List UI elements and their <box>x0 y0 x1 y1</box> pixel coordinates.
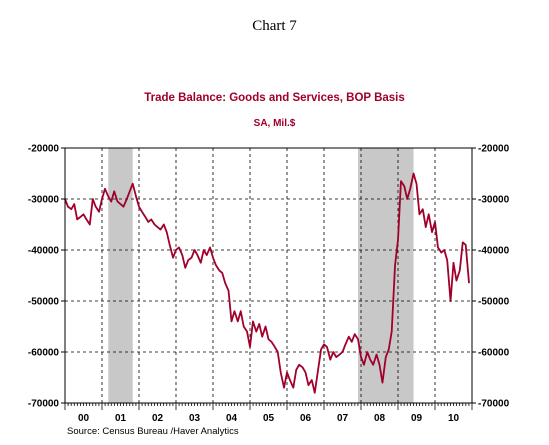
axis-ticks <box>61 147 476 410</box>
x-tick-label: 08 <box>374 413 386 424</box>
y-tick-label-right: -20000 <box>478 144 510 155</box>
page-title: Chart 7 <box>252 18 297 34</box>
chart-subtitle: SA, Mil.$ <box>253 118 296 129</box>
recession-band <box>358 148 414 403</box>
x-tick-label: 06 <box>300 413 312 424</box>
y-tick-label-right: -60000 <box>478 348 510 359</box>
y-tick-label-left: -30000 <box>28 195 60 206</box>
x-tick-label: 03 <box>189 413 201 424</box>
x-tick-label: 02 <box>152 413 164 424</box>
x-axis-labels: 00 01 02 03 04 05 06 07 08 09 10 <box>78 413 460 424</box>
y-tick-label-left: -50000 <box>28 297 60 308</box>
series-line <box>64 172 470 394</box>
x-tick-label: 05 <box>263 413 275 424</box>
y-tick-label-left: -70000 <box>28 399 60 410</box>
recession-bands <box>108 148 414 403</box>
x-tick-label: 04 <box>226 413 238 424</box>
y-tick-label-left: -60000 <box>28 348 60 359</box>
y-tick-label-right: -40000 <box>478 246 510 257</box>
y-tick-label-right: -70000 <box>478 399 510 410</box>
x-tick-label: 00 <box>78 413 90 424</box>
x-tick-label: 10 <box>448 413 460 424</box>
y-tick-label-right: -30000 <box>478 195 510 206</box>
grid-lines <box>65 148 472 403</box>
series-group <box>64 172 470 394</box>
x-tick-label: 01 <box>115 413 127 424</box>
chart-title: Trade Balance: Goods and Services, BOP B… <box>144 92 405 104</box>
y-tick-label-right: -50000 <box>478 297 510 308</box>
recession-band <box>108 148 133 403</box>
source-note: Source: Census Bureau /Haver Analytics <box>67 426 239 437</box>
y-axis-right-labels: -20000 -30000 -40000 -50000 -60000 -70000 <box>478 144 510 410</box>
y-axis-left-labels: -20000 -30000 -40000 -50000 -60000 -70000 <box>28 144 60 410</box>
x-tick-label: 07 <box>337 413 349 424</box>
y-tick-label-left: -20000 <box>28 144 60 155</box>
y-tick-label-left: -40000 <box>28 246 60 257</box>
x-tick-label: 09 <box>411 413 423 424</box>
